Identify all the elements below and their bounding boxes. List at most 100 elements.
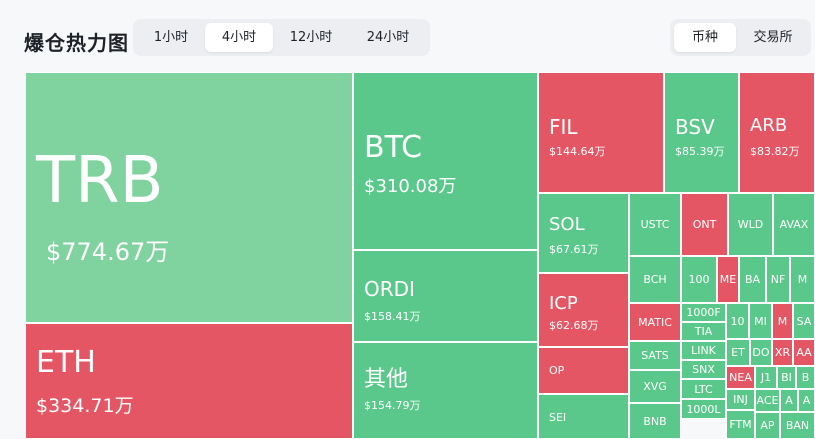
tile-symbol: M: [777, 315, 788, 328]
tile-symbol: BI: [781, 371, 792, 384]
tile-bi-42[interactable]: BI: [777, 366, 796, 389]
tile-ap-49[interactable]: AP: [755, 412, 780, 439]
tile-symbol: B: [801, 371, 810, 384]
tile-xr-38[interactable]: XR: [772, 339, 793, 366]
tile-a-47[interactable]: A: [798, 389, 815, 412]
tile-btc-2[interactable]: BTC $310.08万: [353, 72, 538, 250]
tab-4h[interactable]: 4小时: [205, 23, 273, 52]
tile-sats-29[interactable]: SATS: [629, 341, 681, 370]
tile-ba-19[interactable]: BA: [739, 256, 766, 303]
tile-symbol: WLD: [737, 218, 764, 231]
tile-aa-39[interactable]: AA: [793, 339, 815, 366]
tile-symbol: M: [797, 273, 808, 286]
tile-value: $158.41万: [364, 310, 421, 323]
tile-j1-41[interactable]: J1: [755, 366, 777, 389]
tile-op-10[interactable]: OP: [538, 347, 629, 394]
tile-eth-1[interactable]: ETH $334.71万: [25, 323, 353, 439]
tile-et-36[interactable]: ET: [726, 339, 750, 366]
tab-exchange[interactable]: 交易所: [753, 30, 793, 45]
tile-mi-33[interactable]: MI: [749, 303, 772, 339]
tile-value: $85.39万: [675, 145, 725, 158]
tile-do-37[interactable]: DO: [750, 339, 772, 366]
tile-ordi-3[interactable]: ORDI $158.41万: [353, 250, 538, 342]
tile-sol-8[interactable]: SOL $67.61万: [538, 193, 629, 273]
tile-b-43[interactable]: B: [796, 366, 815, 389]
tile-bch-16[interactable]: BCH: [629, 256, 681, 303]
tile-symbol: A: [802, 394, 811, 407]
tile-link-25[interactable]: LINK: [681, 341, 726, 360]
tile-ont-13[interactable]: ONT: [681, 193, 728, 256]
tile-symbol: MATIC: [638, 316, 672, 329]
tile-matic-22[interactable]: MATIC: [629, 303, 681, 341]
tile-symbol: XR: [774, 346, 791, 359]
tile-avax-15[interactable]: AVAX: [773, 193, 815, 256]
tile-10-32[interactable]: 10: [726, 303, 749, 339]
tile-other-4[interactable]: 其他 $154.79万: [353, 342, 538, 439]
tab-coin[interactable]: 币种: [674, 23, 736, 52]
tile-symbol: ACE: [756, 394, 779, 407]
tile-symbol: BTC: [364, 130, 423, 165]
tile-symbol: 1000L: [686, 403, 721, 416]
tile-symbol: INJ: [733, 393, 748, 406]
tile-bsv-6[interactable]: BSV $85.39万: [664, 72, 739, 193]
tile-symbol: ORDI: [364, 277, 415, 301]
tile-icp-9[interactable]: ICP $62.68万: [538, 273, 629, 347]
tile-wld-14[interactable]: WLD: [728, 193, 773, 256]
tile-value: $334.71万: [36, 395, 134, 417]
tab-12h[interactable]: 12小时: [289, 30, 333, 45]
time-range-tabs: 1小时 4小时 12小时 24小时: [133, 19, 430, 56]
tile-symbol: DO: [752, 346, 770, 359]
tile-symbol: SATS: [641, 349, 669, 362]
tile-nea-40[interactable]: NEA: [726, 366, 755, 389]
tile-symbol: TIA: [694, 325, 713, 338]
tile-symbol: AA: [796, 346, 812, 359]
tile-symbol: FTM: [729, 418, 752, 431]
tile-ace-45[interactable]: ACE: [755, 389, 780, 412]
tile-symbol: 100: [688, 273, 710, 286]
tile-symbol: NEA: [729, 371, 752, 384]
tile-symbol: MI: [754, 315, 767, 328]
tile-xvg-30[interactable]: XVG: [629, 370, 681, 403]
tile-symbol: SA: [796, 315, 812, 328]
tile-symbol: BAN: [785, 419, 810, 432]
tile-tia-24[interactable]: TIA: [681, 322, 726, 341]
tile-symbol: BNB: [643, 415, 667, 428]
tile-m-21[interactable]: M: [790, 256, 815, 303]
tile-a-46[interactable]: A: [780, 389, 798, 412]
tile-value: $774.67万: [46, 238, 170, 266]
tile-value: $144.64万: [549, 145, 606, 158]
tile-me-18[interactable]: ME: [717, 256, 739, 303]
tile-symbol: BSV: [675, 115, 715, 139]
tile-value: $310.08万: [364, 176, 457, 197]
tile-snx-26[interactable]: SNX: [681, 360, 726, 379]
tile-symbol: FIL: [549, 115, 578, 139]
view-mode-tabs: 币种 交易所: [670, 19, 811, 56]
tile-value: $154.79万: [364, 399, 421, 412]
tab-24h[interactable]: 24小时: [366, 30, 410, 45]
tile-1000f-23[interactable]: 1000F: [681, 303, 726, 322]
tile-trb-0[interactable]: TRB $774.67万: [25, 72, 353, 323]
tile-ltc-27[interactable]: LTC: [681, 379, 726, 399]
tile-symbol: ARB: [750, 115, 788, 136]
tile-m-34[interactable]: M: [772, 303, 793, 339]
tile-sei-11[interactable]: SEI: [538, 394, 629, 439]
tile-symbol: AP: [760, 419, 775, 432]
tile-symbol: 1000F: [686, 306, 721, 319]
tile-sa-35[interactable]: SA: [793, 303, 815, 339]
tab-1h[interactable]: 1小时: [153, 30, 189, 45]
tile-ftm-48[interactable]: FTM: [726, 410, 755, 439]
tile-100-17[interactable]: 100: [681, 256, 717, 303]
tile-arb-7[interactable]: ARB $83.82万: [739, 72, 815, 193]
tile-inj-44[interactable]: INJ: [726, 389, 755, 410]
tile-ban-50[interactable]: BAN: [780, 412, 815, 439]
tile-1000l-28[interactable]: 1000L: [681, 399, 726, 419]
tile-symbol: 其他: [364, 367, 409, 392]
tile-fil-5[interactable]: FIL $144.64万: [538, 72, 664, 193]
tile-ustc-12[interactable]: USTC: [629, 193, 681, 256]
tile-value: $62.68万: [549, 319, 599, 332]
tile-nf-20[interactable]: NF: [766, 256, 790, 303]
tile-value: $83.82万: [750, 145, 800, 158]
tile-bnb-31[interactable]: BNB: [629, 403, 681, 439]
tile-symbol: ETH: [36, 345, 96, 380]
